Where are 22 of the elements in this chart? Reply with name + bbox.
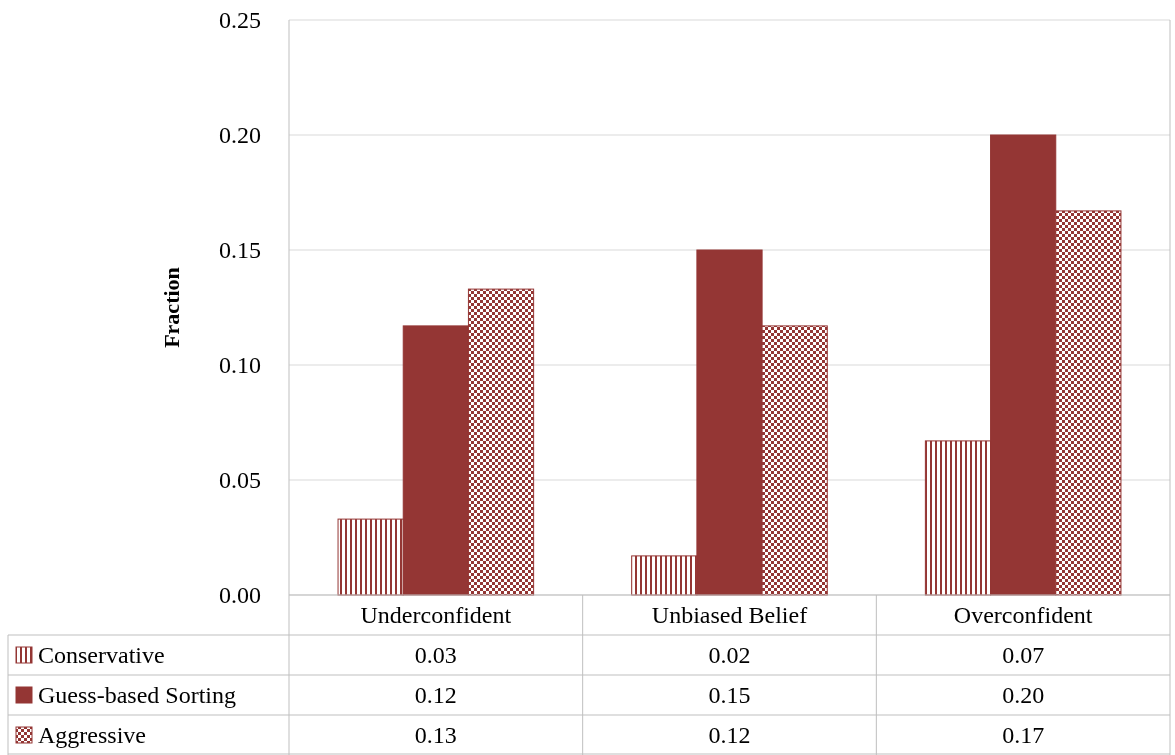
x-tick-label: Overconfident bbox=[953, 602, 1093, 629]
data-label: 0.20 bbox=[1002, 682, 1045, 709]
legend-label: Guess-based Sorting bbox=[38, 682, 236, 709]
data-label: 0.17 bbox=[1002, 722, 1045, 749]
data-label: 0.13 bbox=[414, 722, 457, 749]
text: 0.00 bbox=[219, 582, 261, 609]
data-label: 0.15 bbox=[708, 682, 751, 709]
text: 0.15 bbox=[219, 237, 261, 264]
text: 0.05 bbox=[219, 467, 261, 494]
text: 0.20 bbox=[219, 122, 261, 149]
data-label: 0.03 bbox=[414, 642, 457, 669]
x-tick-label: Underconfident bbox=[360, 602, 512, 629]
data-label: 0.07 bbox=[1002, 642, 1045, 669]
data-label: 0.12 bbox=[708, 722, 751, 749]
data-label: 0.02 bbox=[708, 642, 751, 669]
data-label: 0.12 bbox=[414, 682, 457, 709]
y-axis-title: Fraction bbox=[159, 267, 184, 348]
legend-label: Aggressive bbox=[38, 722, 146, 749]
text: 0.10 bbox=[219, 352, 261, 379]
text: 0.25 bbox=[219, 7, 261, 34]
legend-label: Conservative bbox=[38, 642, 165, 669]
x-tick-label: Unbiased Belief bbox=[651, 602, 808, 629]
